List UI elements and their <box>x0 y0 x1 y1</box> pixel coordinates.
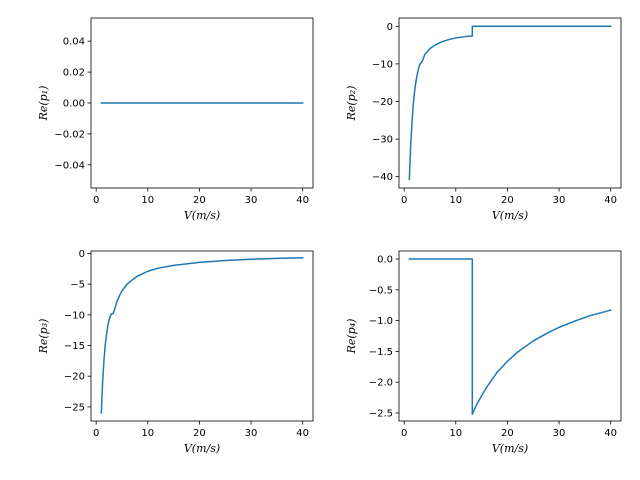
x-tick-label: 0 <box>93 428 99 439</box>
x-tick-label: 10 <box>141 195 154 206</box>
x-axis-label: V(m/s) <box>184 209 220 222</box>
y-tick-label: −1.0 <box>369 316 393 327</box>
y-tick-label: −10 <box>372 59 393 70</box>
subplot-re-p3: 0 10 20 30 40 −25 −20 −15 −10 −5 0 V(m/s) Re(p₃) <box>37 249 314 455</box>
x-tick-label: 30 <box>553 428 566 439</box>
y-tick-label: 0.02 <box>63 68 85 79</box>
y-tick-label: −20 <box>64 372 85 383</box>
y-tick-label: −0.02 <box>54 129 85 140</box>
y-tick-label: 0.00 <box>63 99 85 110</box>
subplot-re-p2: 0 10 20 30 40 −40 −30 −20 −10 0 V(m/s) Re(p₂) <box>345 17 622 222</box>
y-axis-label: Re(p₄) <box>345 319 358 355</box>
series-line-1 <box>408 25 612 181</box>
y-tick-label: −30 <box>372 135 393 146</box>
x-tick-label: 20 <box>193 428 206 439</box>
x-axis-label: V(m/s) <box>492 442 528 455</box>
x-axis-label: V(m/s) <box>184 442 220 455</box>
y-tick-label: 0.04 <box>63 37 85 48</box>
x-tick-label: 30 <box>245 428 258 439</box>
x-tick-label: 40 <box>604 428 617 439</box>
y-axis-label: Re(p₂) <box>345 86 358 122</box>
x-tick-label: 30 <box>245 195 258 206</box>
x-tick-label: 20 <box>501 428 514 439</box>
axes-frame <box>90 250 314 422</box>
y-axis-label: Re(p₁) <box>37 86 50 122</box>
y-tick-label: −5 <box>70 280 85 291</box>
y-tick-label: −2.0 <box>369 378 393 389</box>
y-tick-label: 0.0 <box>377 255 393 266</box>
series-line-1 <box>100 256 304 414</box>
subplot-re-p1: 0 10 20 30 40 −0.04 −0.02 0.00 0.02 0.04 V(m/s) Re(… <box>37 17 314 222</box>
x-axis-label: V(m/s) <box>492 209 528 222</box>
y-tick-label: −25 <box>64 402 85 413</box>
subplot-re-p4: 0 10 20 30 40 −2.5 −2.0 −1.5 −1.0 −0.5 0.0 V(m/s) Re… <box>345 250 622 455</box>
y-tick-label: 0 <box>387 22 393 33</box>
x-tick-label: 10 <box>449 428 462 439</box>
axes-frame <box>398 17 622 189</box>
x-tick-label: 40 <box>296 428 309 439</box>
x-tick-label: 0 <box>93 195 99 206</box>
y-tick-label: −40 <box>372 172 393 183</box>
x-tick-label: 10 <box>449 195 462 206</box>
x-tick-label: 20 <box>193 195 206 206</box>
y-tick-label: −2.5 <box>369 408 393 419</box>
x-tick-label: 0 <box>401 195 407 206</box>
x-tick-label: 20 <box>501 195 514 206</box>
y-axis-label: Re(p₃) <box>37 319 50 355</box>
x-tick-label: 10 <box>141 428 154 439</box>
y-tick-label: 0 <box>79 249 85 260</box>
x-tick-label: 40 <box>604 195 617 206</box>
axes-frame <box>398 250 622 422</box>
y-tick-label: −1.5 <box>369 347 393 358</box>
x-tick-label: 0 <box>401 428 407 439</box>
y-tick-label: −0.5 <box>369 285 393 296</box>
y-tick-label: −20 <box>372 97 393 108</box>
y-tick-label: −10 <box>64 310 85 321</box>
x-tick-label: 30 <box>553 195 566 206</box>
series-line-1 <box>408 258 612 415</box>
y-tick-label: −0.04 <box>54 160 85 171</box>
x-tick-label: 40 <box>296 195 309 206</box>
y-tick-label: −15 <box>64 341 85 352</box>
